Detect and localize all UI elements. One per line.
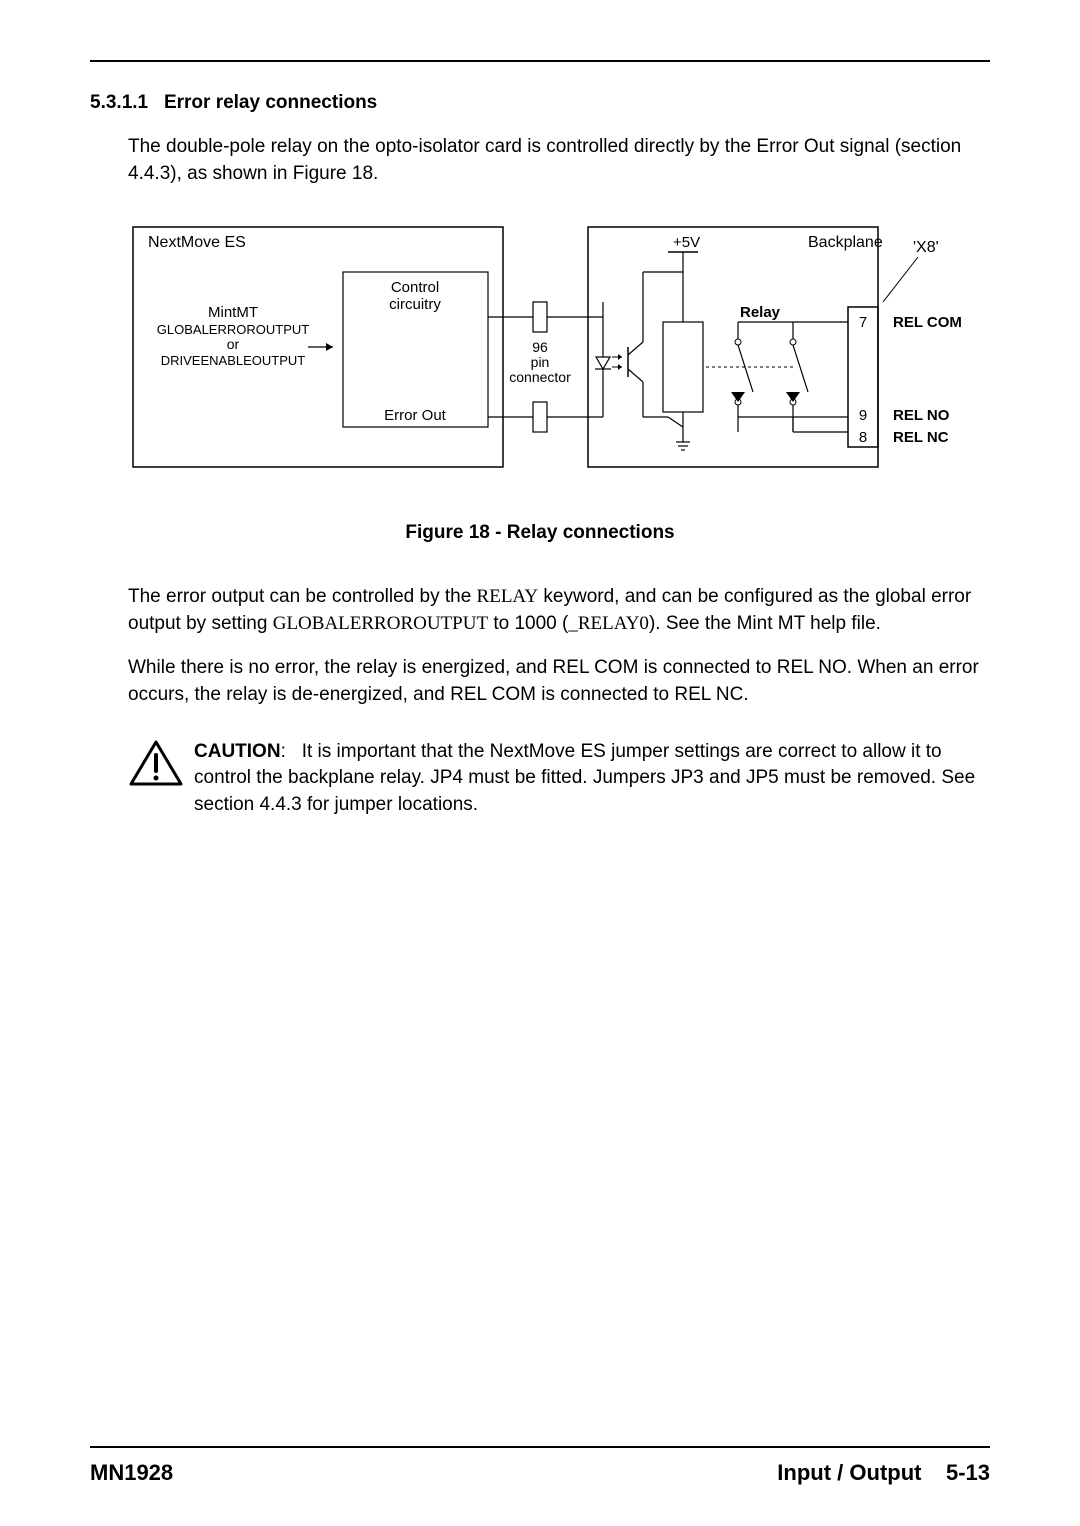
intro-paragraph: The double-pole relay on the opto-isolat… (128, 134, 990, 187)
label-relnc: REL NC (893, 429, 949, 446)
label-nextmove: NextMove ES (148, 234, 246, 251)
paragraph-2: The error output can be controlled by th… (128, 584, 990, 637)
caution-label: CAUTION (194, 741, 281, 762)
caution-text: CAUTION: It is important that the NextMo… (194, 739, 990, 819)
footer-page: 5-13 (946, 1460, 990, 1485)
label-errorout: Error Out (384, 407, 447, 424)
label-or: or (227, 336, 240, 352)
label-pin7: 7 (859, 314, 867, 331)
footer-right: Input / Output 5-13 (777, 1460, 990, 1486)
kw-relay: RELAY (477, 586, 539, 607)
label-driveenable: DRIVEENABLEOUTPUT (161, 353, 306, 368)
figure-caption: Figure 18 - Relay connections (90, 522, 990, 544)
label-pin8: 8 (859, 429, 867, 446)
label-connector: connector (509, 369, 571, 385)
kw-relay0: _RELAY0 (568, 613, 649, 634)
label-96: 96 (532, 339, 548, 355)
label-5v: +5V (673, 234, 700, 251)
caution-block: CAUTION: It is important that the NextMo… (128, 739, 990, 819)
p2d: ). See the Mint MT help file. (649, 613, 881, 634)
caution-icon (128, 739, 184, 789)
top-rule (90, 60, 990, 62)
footer-section: Input / Output (777, 1460, 921, 1485)
label-x8: 'X8' (913, 239, 939, 256)
p2a: The error output can be controlled by th… (128, 586, 477, 607)
label-globalerr: GLOBALERROROUTPUT (157, 322, 309, 337)
kw-globalerr: GLOBALERROROUTPUT (273, 613, 488, 634)
label-mintmt: MintMT (208, 304, 258, 321)
figure-18-diagram: NextMove ES MintMT GLOBALERROROUTPUT or … (128, 217, 990, 492)
label-pin: pin (531, 354, 550, 370)
section-number: 5.3.1.1 (90, 92, 148, 113)
page-footer: MN1928 Input / Output 5-13 (90, 1446, 990, 1486)
label-relcom: REL COM (893, 314, 962, 331)
label-circuitry: circuitry (389, 296, 441, 313)
label-backplane: Backplane (808, 234, 883, 251)
section-heading: 5.3.1.1 Error relay connections (90, 92, 990, 114)
footer-rule (90, 1446, 990, 1448)
label-relay: Relay (740, 304, 781, 321)
p2c: to 1000 ( (488, 613, 568, 634)
label-relno: REL NO (893, 407, 950, 424)
label-control: Control (391, 279, 439, 296)
label-pin9: 9 (859, 407, 867, 424)
section-title: Error relay connections (164, 92, 377, 113)
caution-colon: : (281, 741, 302, 762)
paragraph-3: While there is no error, the relay is en… (128, 655, 990, 708)
footer-docid: MN1928 (90, 1460, 173, 1486)
caution-body: It is important that the NextMove ES jum… (194, 741, 975, 815)
